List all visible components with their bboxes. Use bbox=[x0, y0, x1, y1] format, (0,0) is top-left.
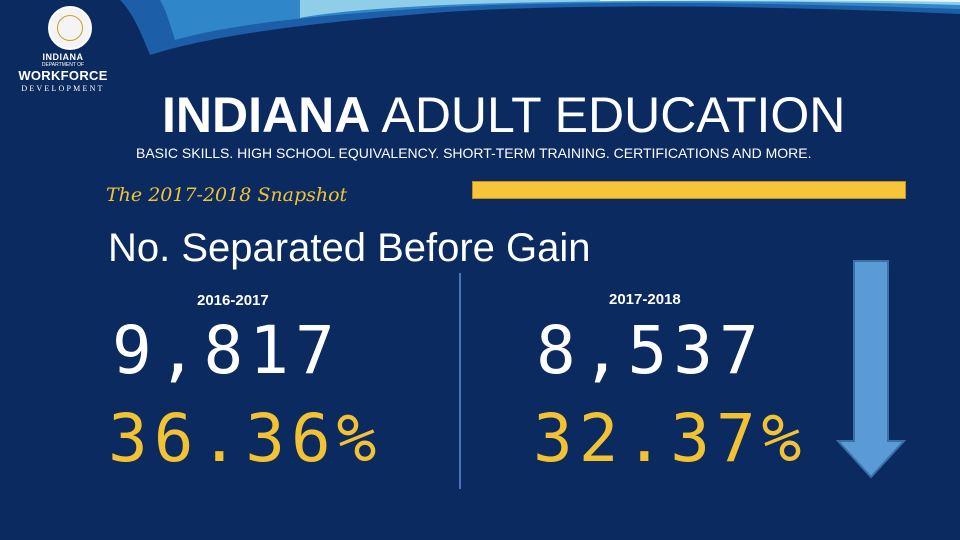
page-title: INDIANA ADULT EDUCATION bbox=[162, 86, 845, 144]
page-title-rest: ADULT EDUCATION bbox=[381, 87, 846, 143]
year-label-left: 2016-2017 bbox=[197, 292, 269, 309]
column-divider bbox=[459, 273, 461, 489]
year-label-right: 2017-2018 bbox=[609, 291, 681, 308]
snapshot-label: The 2017-2018 Snapshot bbox=[106, 184, 348, 206]
logo-state-text: INDIANA bbox=[42, 52, 84, 62]
gold-accent-bar bbox=[472, 181, 906, 199]
metric-title: No. Separated Before Gain bbox=[108, 226, 591, 270]
decorative-wave-band bbox=[120, 0, 960, 55]
count-value-right: 8,537 bbox=[536, 312, 765, 389]
logo-dept-text: DEPARTMENT OF bbox=[41, 62, 85, 68]
page-title-bold: INDIANA bbox=[162, 87, 371, 143]
state-seal-icon bbox=[48, 6, 92, 50]
page-subtitle: BASIC SKILLS. HIGH SCHOOL EQUIVALENCY. S… bbox=[136, 145, 812, 161]
count-value-left: 9,817 bbox=[112, 312, 341, 389]
workforce-development-logo: INDIANA DEPARTMENT OF WORKFORCE DEVELOPM… bbox=[8, 6, 118, 96]
percent-value-left: 36.36% bbox=[108, 400, 383, 477]
down-arrow-icon bbox=[836, 260, 906, 479]
percent-value-right: 32.37% bbox=[533, 400, 808, 477]
logo-workforce-text: WORKFORCE bbox=[18, 68, 108, 83]
logo-development-text: DEVELOPMENT bbox=[21, 84, 105, 93]
